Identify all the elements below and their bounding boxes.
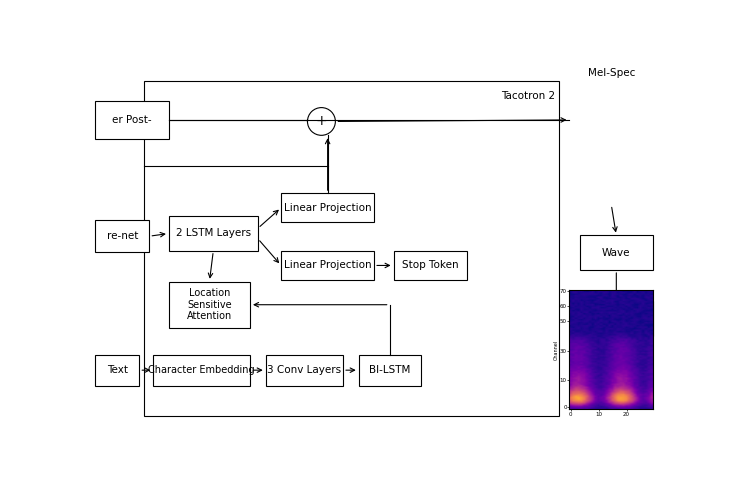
Bar (281, 193, 374, 222)
Text: Wave: Wave (602, 248, 631, 258)
Bar (281, 251, 374, 280)
Bar (580, 301, 653, 335)
Bar (266, 355, 343, 385)
Bar (153, 355, 250, 385)
Text: Waveform: Waveform (590, 313, 643, 323)
Text: Tacotron 2: Tacotron 2 (501, 91, 555, 101)
Text: Linear Projection: Linear Projection (284, 260, 372, 270)
Text: +: + (315, 115, 327, 128)
Bar (169, 281, 250, 328)
Text: Stop Token: Stop Token (402, 260, 458, 270)
Text: Text: Text (107, 365, 128, 375)
Text: Location
Sensitive
Attention: Location Sensitive Attention (187, 288, 232, 321)
Bar (95, 101, 169, 139)
Text: 2 LSTM Layers: 2 LSTM Layers (176, 228, 251, 239)
Bar (95, 355, 139, 385)
Bar (358, 355, 420, 385)
Bar (144, 82, 558, 417)
Bar (393, 251, 467, 280)
Text: er Post-: er Post- (112, 115, 152, 125)
Bar (95, 220, 150, 252)
Text: Linear Projection: Linear Projection (284, 203, 372, 213)
Text: BI-LSTM: BI-LSTM (369, 365, 410, 375)
Text: Mel-Spec: Mel-Spec (588, 68, 635, 78)
Text: 3 Conv Layers: 3 Conv Layers (267, 365, 342, 375)
Bar (169, 216, 258, 251)
Bar (580, 235, 653, 270)
Circle shape (307, 107, 335, 135)
Text: Character Embedding: Character Embedding (148, 365, 255, 375)
Text: re-net: re-net (107, 231, 138, 241)
